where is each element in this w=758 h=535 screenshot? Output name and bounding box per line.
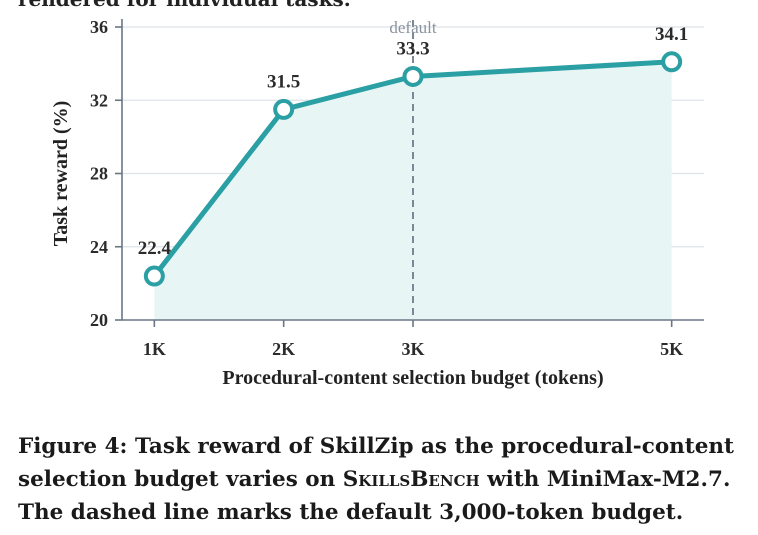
caption-line-2b: with MiniMax-M2.7. xyxy=(479,467,731,492)
data-point xyxy=(661,51,683,73)
data-label: 33.3 xyxy=(396,38,429,59)
data-label: 31.5 xyxy=(267,71,300,92)
y-tick-label: 24 xyxy=(90,237,108,257)
x-tick-label: 5K xyxy=(660,339,683,359)
x-tick-label: 2K xyxy=(272,339,295,359)
x-axis-label: Procedural-content selection budget (tok… xyxy=(222,367,603,389)
x-tick-label: 3K xyxy=(401,339,424,359)
data-labels: 22.4 31.5 33.3 34.1 xyxy=(138,24,689,259)
caption-line-2a: selection budget varies on xyxy=(18,467,343,492)
caption-line-1: Figure 4: Task reward of SkillZip as the… xyxy=(18,434,734,459)
figure-caption: Figure 4: Task reward of SkillZip as the… xyxy=(18,430,748,529)
y-tick-label: 28 xyxy=(90,164,108,184)
data-label: 34.1 xyxy=(655,24,688,45)
y-tick-label: 20 xyxy=(90,310,108,330)
data-point xyxy=(143,265,165,287)
default-label: default xyxy=(389,18,436,37)
x-tick-label: 1K xyxy=(143,339,166,359)
x-ticks: 1K 2K 3K 5K xyxy=(143,320,683,359)
y-tick-label: 32 xyxy=(90,90,108,110)
caption-line-3: The dashed line marks the default 3,000-… xyxy=(18,500,684,525)
data-label: 22.4 xyxy=(138,238,172,259)
data-point xyxy=(402,65,424,87)
top-text-fragment: rendered for individual tasks. xyxy=(18,0,351,11)
y-axis-label: Task reward (%) xyxy=(50,101,72,247)
y-ticks: 20 24 28 32 36 xyxy=(90,17,122,330)
data-point xyxy=(273,98,295,120)
y-tick-label: 36 xyxy=(90,17,108,37)
caption-line-2: selection budget varies on SkillsBench w… xyxy=(18,463,748,496)
series-line xyxy=(152,59,672,278)
data-points xyxy=(143,51,683,287)
benchmark-name: SkillsBench xyxy=(342,467,480,492)
line-chart: default 20 24 28 32 36 1K 2K 3K 5K 22.4 31.5 33.3… xyxy=(50,17,704,389)
